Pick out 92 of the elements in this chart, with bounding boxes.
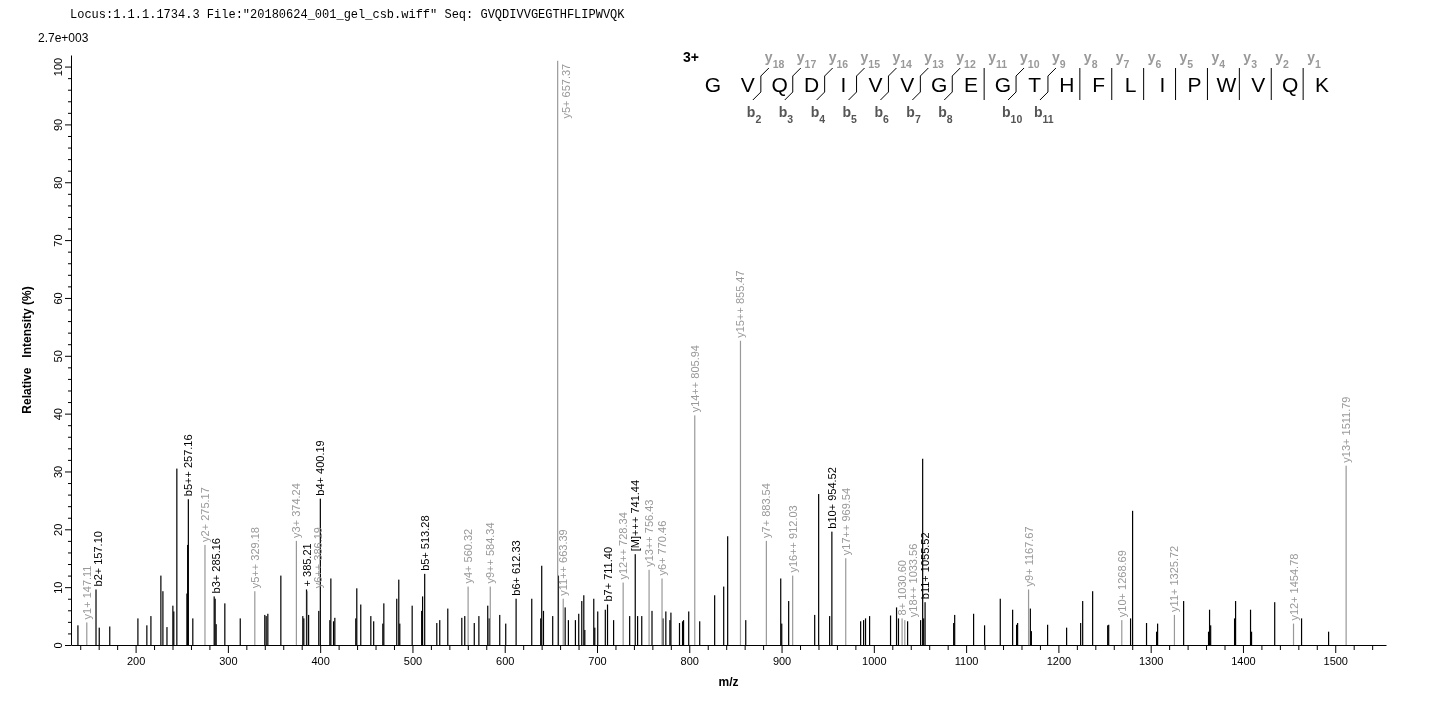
y-tick-label: 20 — [52, 523, 64, 536]
annotation: b$_{6}$ — [874, 104, 890, 125]
annotation: y$_{2}$ — [1275, 49, 1290, 70]
x-tick-label: 1300 — [1138, 654, 1164, 667]
annotation: y5++ 329.18 — [248, 527, 261, 589]
annotation: y10+ 1268.69 — [1115, 550, 1128, 618]
annotation: + 385.21 — [300, 543, 313, 587]
x-tick-label: 700 — [588, 654, 607, 667]
annotation: y11+ 1325.72 — [1168, 545, 1181, 612]
annotation: y16++ 912.03 — [786, 505, 799, 573]
annotation: b$_{5}$ — [842, 104, 858, 125]
annotation: y9+ 1167.67 — [1022, 526, 1035, 587]
x-tick-label: 600 — [496, 654, 515, 667]
x-tick-label: 1500 — [1323, 654, 1348, 667]
annotation: y$_{7}$ — [1115, 49, 1130, 70]
annotation: y4+ 560.32 — [462, 528, 475, 584]
annotation: b$_{3}$ — [778, 104, 794, 125]
annotation: b$_{11}$ — [1033, 104, 1054, 125]
annotation: b$_{4}$ — [810, 104, 826, 125]
annotation: y2+ 275.17 — [198, 487, 211, 542]
annotation: y$_{6}$ — [1147, 49, 1162, 70]
annotation: b10+ 954.52 — [825, 467, 838, 529]
annotation: b5+ 513.28 — [418, 515, 431, 571]
y-axis-title: Relative Intensity (%) — [20, 286, 34, 414]
annotation: y$_{13}$ — [924, 49, 944, 70]
text: 2.7e+003 — [38, 31, 89, 45]
x-tick-label: 200 — [126, 654, 146, 667]
annotation: y$_{3}$ — [1243, 49, 1258, 70]
y-tick-label: 30 — [52, 465, 64, 479]
x-tick-label: 400 — [311, 654, 330, 667]
y-tick-label: 40 — [52, 408, 64, 421]
annotation: y$_{4}$ — [1211, 49, 1226, 70]
x-tick-label: 500 — [403, 654, 423, 667]
y-tick-label: 80 — [52, 176, 64, 189]
annotation: 8+ 1030.60 — [896, 560, 909, 616]
annotation: y$_{8}$ — [1083, 49, 1098, 70]
annotation: b6+ 612.33 — [510, 540, 523, 596]
annotation: b2+ 157.10 — [91, 531, 104, 587]
annotation: y3+ 374.24 — [290, 483, 303, 538]
x-tick-label: 1100 — [954, 654, 979, 667]
annotation: y$_{10}$ — [1020, 49, 1040, 70]
annotation: b$_{2}$ — [746, 104, 762, 125]
annotation: y6+ 770.46 — [656, 520, 669, 576]
annotation: y$_{12}$ — [956, 49, 976, 70]
annotation: y$_{1}$ — [1307, 49, 1321, 70]
x-tick-label: 300 — [219, 654, 238, 667]
annotation: y12++ 728.34 — [617, 512, 630, 580]
y-tick-label: 70 — [52, 234, 64, 247]
y-tick-label: 90 — [52, 118, 64, 132]
annotation: y$_{14}$ — [892, 49, 913, 70]
annotation: 3+ — [683, 49, 699, 65]
annotation: y$_{15}$ — [860, 49, 881, 70]
chart-title: Locus:1.1.1.1734.3 File:"20180624_001_gel_csb.wiff" Seq: GVQDIVVGEGTHFLIPWVQK — [70, 8, 626, 22]
annotation: y5+ 657.37 — [559, 63, 572, 119]
annotation: y1+ 147.11 — [80, 565, 93, 620]
y-tick-label: 50 — [52, 350, 64, 363]
annotation: y$_{11}$ — [988, 49, 1008, 70]
y-tick-label: 0 — [52, 642, 64, 649]
annotation: y6++ 386.19 — [311, 527, 324, 589]
annotation: b$_{10}$ — [1002, 104, 1023, 125]
annotation: b$_{8}$ — [938, 104, 953, 125]
annotation: y13+ 1511.79 — [1340, 396, 1353, 463]
annotation: b4+ 400.19 — [314, 440, 327, 496]
x-tick-label: 1200 — [1046, 654, 1072, 667]
y-tick-label: 60 — [52, 292, 64, 305]
annotation: y15++ 855.47 — [734, 270, 747, 338]
x-axis-title: m/z — [718, 675, 739, 689]
x-tick-label: 800 — [680, 654, 699, 667]
annotation: y9++ 584.34 — [484, 522, 497, 584]
annotation: y13++ 756.43 — [643, 499, 656, 567]
annotation: y11++ 663.39 — [557, 529, 570, 596]
text: G V Q D I V V G E G T H F L I P W V Q K — [704, 73, 1330, 96]
annotation: y12+ 1454.78 — [1287, 553, 1300, 621]
annotation: b$_{7}$ — [906, 104, 921, 125]
x-tick-label: 900 — [772, 654, 792, 667]
y-tick-label: 100 — [52, 57, 64, 77]
annotation: y17++ 969.54 — [839, 487, 852, 556]
annotation: y$_{18}$ — [764, 49, 785, 70]
y-tick-label: 10 — [52, 581, 64, 594]
annotation: y14++ 805.94 — [688, 345, 701, 413]
annotation: b7+ 711.40 — [601, 546, 614, 602]
annotation: b11+ 1055.52 — [919, 532, 932, 600]
annotation: y18++ 1033.56 — [907, 543, 920, 618]
annotation: b5++ 257.16 — [182, 434, 195, 497]
annotation: y$_{17}$ — [796, 49, 817, 70]
annotation: y$_{9}$ — [1051, 49, 1066, 70]
x-tick-label: 1000 — [862, 654, 887, 667]
annotation: [M]+++ 741.44 — [629, 479, 642, 552]
annotation: y$_{5}$ — [1179, 49, 1194, 70]
annotation: y$_{16}$ — [828, 49, 849, 70]
annotation: y7+ 883.54 — [760, 483, 773, 538]
x-tick-label: 1400 — [1231, 654, 1256, 667]
